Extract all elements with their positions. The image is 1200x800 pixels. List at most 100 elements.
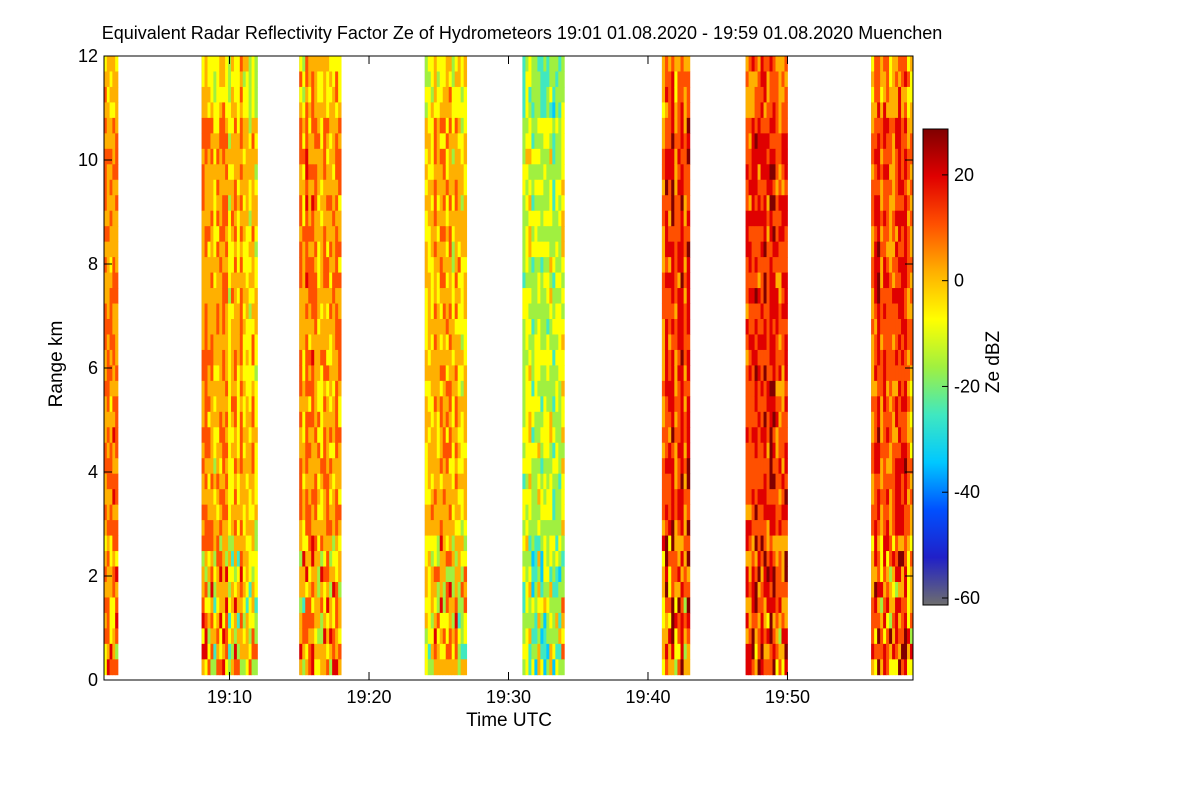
reflectivity-cell (454, 117, 459, 134)
reflectivity-cell (546, 117, 550, 134)
reflectivity-cell (668, 334, 672, 351)
reflectivity-cell (775, 396, 779, 413)
reflectivity-cell (302, 458, 306, 475)
reflectivity-cell (201, 334, 205, 351)
data-segment (424, 56, 468, 676)
reflectivity-cell (207, 473, 211, 490)
reflectivity-cell (236, 241, 241, 258)
reflectivity-cell (889, 411, 893, 428)
reflectivity-cell (745, 210, 750, 227)
reflectivity-cell (543, 597, 547, 614)
reflectivity-cell (433, 102, 438, 119)
reflectivity-cell (236, 659, 241, 676)
reflectivity-cell (323, 117, 327, 134)
reflectivity-cell (907, 520, 911, 536)
reflectivity-cell (231, 318, 235, 335)
reflectivity-cell (877, 117, 881, 134)
reflectivity-cell (769, 473, 773, 490)
reflectivity-cell (766, 334, 770, 351)
reflectivity-cell (674, 86, 678, 103)
reflectivity-cell (889, 195, 893, 212)
reflectivity-cell (886, 566, 890, 583)
reflectivity-cell (104, 133, 108, 150)
reflectivity-cell (751, 396, 755, 413)
reflectivity-cell (889, 535, 893, 552)
reflectivity-cell (106, 396, 110, 413)
reflectivity-cell (251, 349, 255, 366)
reflectivity-cell (886, 473, 890, 490)
reflectivity-cell (552, 318, 556, 335)
reflectivity-cell (552, 71, 556, 88)
reflectivity-cell (886, 458, 890, 475)
reflectivity-cell (674, 551, 678, 567)
reflectivity-cell (248, 148, 252, 165)
reflectivity-cell (204, 442, 208, 459)
reflectivity-cell (442, 566, 447, 583)
reflectivity-cell (338, 551, 342, 567)
reflectivity-cell (323, 71, 327, 88)
reflectivity-cell (231, 396, 235, 413)
reflectivity-cell (778, 659, 782, 676)
reflectivity-cell (448, 489, 453, 506)
reflectivity-cell (760, 195, 764, 212)
reflectivity-cell (528, 102, 532, 119)
reflectivity-cell (661, 71, 666, 88)
reflectivity-cell (207, 86, 211, 103)
reflectivity-cell (317, 71, 321, 88)
reflectivity-cell (239, 458, 244, 475)
reflectivity-cell (745, 612, 750, 629)
reflectivity-cell (335, 643, 339, 660)
reflectivity-cell (424, 551, 429, 567)
reflectivity-cell (305, 411, 309, 428)
reflectivity-cell (213, 535, 217, 552)
reflectivity-cell (454, 458, 459, 475)
reflectivity-cell (308, 520, 312, 536)
reflectivity-cell (543, 71, 547, 88)
reflectivity-cell (254, 349, 258, 366)
reflectivity-cell (561, 195, 565, 212)
reflectivity-cell (448, 535, 453, 552)
reflectivity-cell (454, 551, 459, 567)
reflectivity-cell (883, 396, 887, 413)
reflectivity-cell (254, 643, 258, 660)
reflectivity-cell (549, 504, 553, 521)
reflectivity-cell (674, 458, 678, 475)
reflectivity-cell (665, 411, 669, 428)
reflectivity-cell (555, 86, 559, 103)
reflectivity-cell (248, 458, 252, 475)
reflectivity-cell (305, 643, 309, 660)
reflectivity-cell (448, 56, 453, 72)
reflectivity-cell (898, 473, 902, 490)
reflectivity-cell (460, 179, 465, 196)
reflectivity-cell (326, 334, 330, 351)
reflectivity-cell (210, 117, 214, 134)
reflectivity-cell (671, 179, 675, 196)
reflectivity-cell (546, 288, 550, 304)
reflectivity-cell (317, 303, 321, 320)
reflectivity-cell (543, 349, 547, 366)
reflectivity-cell (907, 396, 911, 413)
reflectivity-cell (219, 365, 223, 382)
reflectivity-cell (457, 612, 462, 629)
reflectivity-cell (748, 288, 752, 304)
reflectivity-cell (332, 179, 336, 196)
reflectivity-cell (871, 380, 875, 397)
reflectivity-cell (661, 288, 666, 304)
reflectivity-cell (901, 365, 905, 382)
reflectivity-cell (661, 164, 666, 181)
reflectivity-cell (112, 257, 116, 273)
reflectivity-cell (910, 133, 914, 150)
reflectivity-cell (531, 628, 535, 645)
reflectivity-cell (204, 411, 208, 428)
reflectivity-cell (463, 612, 468, 629)
reflectivity-cell (763, 458, 767, 475)
reflectivity-cell (552, 334, 556, 351)
reflectivity-cell (766, 581, 770, 598)
reflectivity-cell (436, 117, 441, 134)
reflectivity-cell (439, 520, 444, 536)
reflectivity-cell (528, 133, 532, 150)
reflectivity-cell (445, 659, 450, 676)
reflectivity-cell (457, 210, 462, 227)
reflectivity-cell (745, 396, 750, 413)
reflectivity-cell (225, 380, 229, 397)
